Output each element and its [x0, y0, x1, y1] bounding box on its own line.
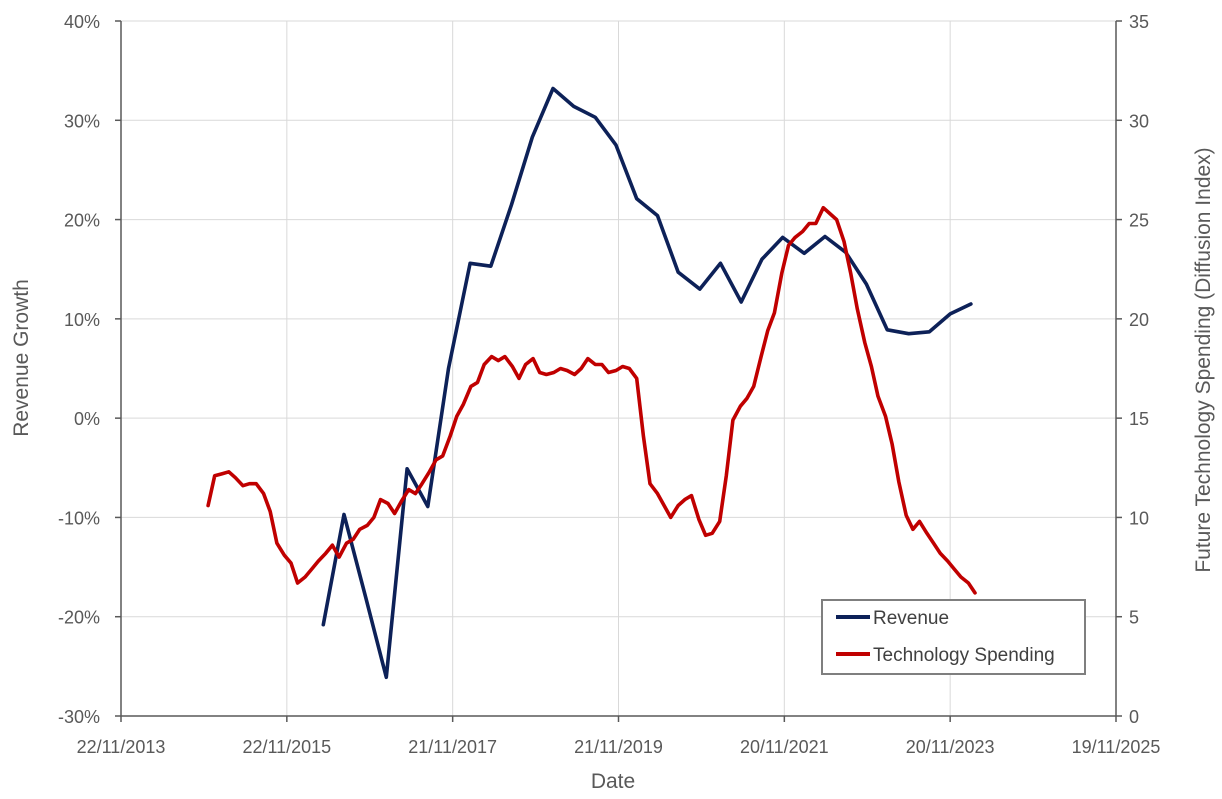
y-left-tick-label: 40% — [64, 12, 100, 32]
y-right-tick-label: 20 — [1129, 310, 1149, 330]
series-lines — [206, 86, 977, 680]
y-left-tick-label: 20% — [64, 211, 100, 231]
legend-revenue-label: Revenue — [873, 608, 949, 629]
x-tick-label: 21/11/2017 — [408, 737, 497, 757]
y-right-tick-label: 35 — [1129, 12, 1149, 32]
series-line-revenue — [321, 86, 973, 680]
x-tick-label: 22/11/2015 — [242, 737, 331, 757]
y-left-tick-label: 10% — [64, 310, 100, 330]
y-right-tick-label: 10 — [1129, 508, 1149, 528]
legend-technology-spending-label: Technology Spending — [873, 645, 1055, 666]
x-axis-title: Date — [591, 770, 635, 793]
x-tick-label: 21/11/2019 — [574, 737, 663, 757]
y-right-tick-label: 5 — [1129, 608, 1139, 628]
y-left-tick-label: 30% — [64, 111, 100, 131]
legend-box — [821, 599, 1086, 675]
axes — [115, 20, 1122, 722]
legend: Revenue Technology Spending — [821, 599, 1086, 675]
y-left-axis-title: Revenue Growth — [10, 279, 33, 437]
series-line-technology-spending — [206, 205, 977, 595]
y-right-tick-label: 15 — [1129, 409, 1149, 429]
y-left-tick-label: -30% — [58, 707, 100, 727]
x-tick-label: 20/11/2023 — [906, 737, 995, 757]
y-left-tick-label: -20% — [58, 608, 100, 628]
x-tick-label: 19/11/2025 — [1072, 737, 1161, 757]
y-left-tick-label: 0% — [74, 409, 100, 429]
y-left-tick-label: -10% — [58, 508, 100, 528]
y-right-tick-label: 25 — [1129, 211, 1149, 231]
y-right-tick-label: 0 — [1129, 707, 1139, 727]
tick-labels: -30% 0 -20% 5 -10% 10 0% 15 10% 20 20% 25 30% 30 40% 35… — [58, 12, 1160, 757]
y-right-axis-title: Future Technology Spending (Diffusion In… — [1192, 147, 1215, 572]
y-right-tick-label: 30 — [1129, 111, 1149, 131]
x-tick-label: 22/11/2013 — [77, 737, 166, 757]
x-tick-label: 20/11/2021 — [740, 737, 829, 757]
